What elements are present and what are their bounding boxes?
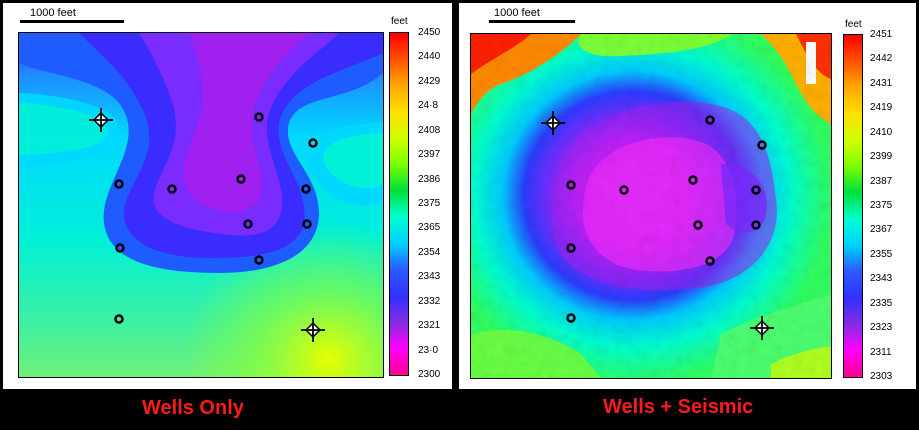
colorbar-tick-label: 2375 bbox=[418, 198, 441, 209]
wells-only-panel: 1000 feet bbox=[3, 3, 452, 389]
well-icon[interactable] bbox=[254, 112, 264, 122]
scale-bar bbox=[489, 20, 575, 23]
colorbar-tick-label: 2419 bbox=[870, 102, 893, 114]
well-icon[interactable] bbox=[243, 219, 253, 229]
well-icon[interactable] bbox=[566, 313, 576, 323]
crosshair-well-icon[interactable] bbox=[541, 111, 565, 135]
colorbar-tick-label: 2442 bbox=[870, 53, 893, 65]
wells-seismic-caption: Wells + Seismic bbox=[603, 396, 754, 418]
wells-seismic-panel: 1000 feet bbox=[459, 3, 916, 389]
well-icon[interactable] bbox=[301, 184, 311, 194]
colorbar-tick-label: 2365 bbox=[418, 222, 441, 234]
well-icon[interactable] bbox=[566, 180, 576, 190]
well-icon[interactable] bbox=[751, 220, 761, 230]
colorbar-tick-label: 2408 bbox=[418, 124, 441, 136]
colorbar-tick-label: 2440 bbox=[418, 51, 441, 63]
crosshair-well-icon[interactable] bbox=[301, 318, 325, 342]
colorbar-tick-label: 2367 bbox=[870, 224, 893, 236]
wells-only-colorbar bbox=[389, 32, 409, 376]
colorbar-tick-label: 2354 bbox=[418, 246, 441, 258]
colorbar-tick-label: 2323 bbox=[870, 322, 893, 334]
well-icon[interactable] bbox=[302, 219, 312, 229]
colorbar-tick-label: 2450 bbox=[418, 27, 441, 38]
colorbar-tick-label: 2387 bbox=[870, 175, 893, 187]
well-icon[interactable] bbox=[236, 174, 246, 184]
colorbar-tick-label: 2300 bbox=[418, 369, 441, 380]
well-icon[interactable] bbox=[757, 140, 767, 150]
colorbar-tick-label: 2429 bbox=[418, 75, 441, 87]
well-icon[interactable] bbox=[619, 185, 629, 195]
well-icon[interactable] bbox=[751, 185, 761, 195]
wells-seismic-overlay bbox=[541, 111, 774, 340]
colorbar-tick-label: 24·8 bbox=[418, 100, 439, 112]
scale-bar bbox=[20, 20, 124, 23]
colorbar-tick-label: 2335 bbox=[870, 297, 893, 309]
wells-only-map[interactable] bbox=[18, 32, 384, 378]
wells-only-surface bbox=[19, 33, 383, 377]
colorbar-tick-label: 2332 bbox=[418, 295, 441, 307]
wells-only-caption: Wells Only bbox=[142, 397, 244, 419]
colorbar-tick-label: 2431 bbox=[870, 77, 893, 89]
colorbar-tick-label: 2399 bbox=[870, 151, 893, 163]
well-icon[interactable] bbox=[693, 220, 703, 230]
colorbar-tick-label: 2303 bbox=[870, 371, 893, 382]
well-icon[interactable] bbox=[254, 255, 264, 265]
colorbar-tick-label: 2410 bbox=[870, 126, 893, 138]
wells-seismic-colorbar bbox=[843, 34, 863, 378]
well-icon[interactable] bbox=[705, 256, 715, 266]
well-icon[interactable] bbox=[705, 115, 715, 125]
well-icon[interactable] bbox=[167, 184, 177, 194]
colorbar-unit: feet bbox=[845, 19, 862, 30]
well-icon[interactable] bbox=[308, 138, 318, 148]
well-icon[interactable] bbox=[115, 243, 125, 253]
well-icon[interactable] bbox=[688, 175, 698, 185]
scale-label: 1000 feet bbox=[30, 7, 76, 19]
crosshair-well-icon[interactable] bbox=[89, 108, 113, 132]
colorbar-tick-label: 2355 bbox=[870, 248, 893, 260]
colorbar-unit: feet bbox=[391, 16, 408, 27]
colorbar-tick-label: 23·0 bbox=[418, 344, 439, 356]
colorbar-tick-label: 2451 bbox=[870, 29, 893, 40]
colorbar-tick-label: 2386 bbox=[418, 173, 441, 185]
colorbar-tick-label: 2343 bbox=[870, 273, 893, 285]
colorbar-tick-label: 2375 bbox=[870, 200, 893, 211]
well-icon[interactable] bbox=[566, 243, 576, 253]
well-icon[interactable] bbox=[114, 179, 124, 189]
colorbar-tick-label: 2311 bbox=[870, 346, 892, 358]
colorbar-tick-label: 2397 bbox=[418, 149, 441, 161]
scale-label: 1000 feet bbox=[494, 7, 540, 19]
colorbar-tick-label: 2321 bbox=[418, 320, 441, 332]
wells-seismic-surface bbox=[471, 34, 831, 378]
crosshair-well-icon[interactable] bbox=[750, 316, 774, 340]
wells-seismic-map[interactable] bbox=[470, 33, 832, 379]
wells-only-overlay bbox=[89, 108, 325, 342]
well-icon[interactable] bbox=[114, 314, 124, 324]
colorbar-tick-label: 2343 bbox=[418, 271, 441, 283]
